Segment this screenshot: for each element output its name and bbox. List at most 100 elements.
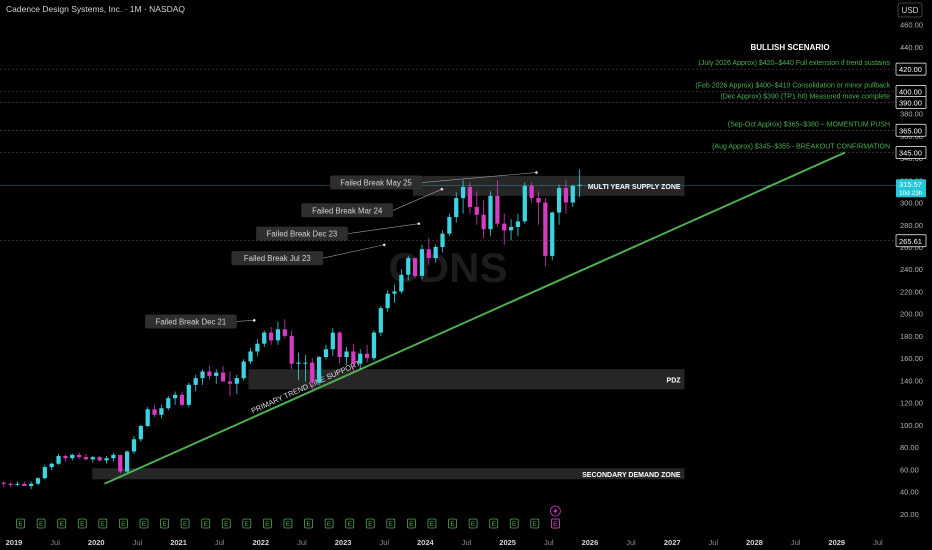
time-tick-label: 2019 <box>6 538 23 547</box>
time-tick-label: Jul <box>791 538 801 547</box>
earnings-marker: E <box>389 521 394 528</box>
candle <box>474 191 479 225</box>
candle <box>214 369 219 384</box>
annotations-layer: BULLISH SCENARIO (July 2026 Approx) $420–… <box>695 43 890 151</box>
candle <box>536 191 541 225</box>
failed-break-connector <box>347 223 419 234</box>
candle <box>371 330 377 361</box>
currency-label: USD <box>902 6 919 15</box>
candle <box>275 321 281 345</box>
candle <box>104 455 109 464</box>
failed-break-label: Failed Break Jul 23 <box>244 254 311 263</box>
candle-body <box>399 274 404 292</box>
candle <box>426 238 431 265</box>
candle <box>193 374 198 392</box>
earnings-marker-box <box>180 518 190 529</box>
price-tick-label: 440.00 <box>900 43 923 52</box>
earnings-marker-box <box>160 518 169 529</box>
candle <box>227 371 233 396</box>
earnings-marker: E <box>80 521 85 528</box>
earnings-marker: E <box>306 521 311 528</box>
candle <box>529 182 534 203</box>
candle-body <box>556 188 562 213</box>
candle-body <box>344 351 349 358</box>
candle <box>289 330 294 370</box>
candle-body <box>502 223 507 231</box>
time-tick-label: 2026 <box>582 538 599 547</box>
candle-body <box>262 332 267 344</box>
candle <box>76 452 82 460</box>
failed-break-point <box>440 187 444 191</box>
earnings-marker: E <box>39 521 44 528</box>
candle-body <box>508 226 514 231</box>
price-tick-label: 240.00 <box>900 265 923 274</box>
earnings-marker: E <box>286 521 291 528</box>
candle-body <box>385 293 390 309</box>
candle-body <box>296 362 301 364</box>
candle-body <box>337 332 342 358</box>
candle <box>234 374 239 394</box>
candle-body <box>104 458 109 461</box>
candle-body <box>172 394 178 399</box>
candle-body <box>536 198 541 203</box>
candle-body <box>56 455 61 464</box>
earnings-marker-box <box>263 518 272 529</box>
candle-body <box>255 343 260 352</box>
time-tick-label: 2020 <box>88 538 105 547</box>
earnings-marker-box <box>304 518 313 529</box>
earnings-marker: E <box>245 521 250 528</box>
candle <box>8 482 13 488</box>
candle-body <box>515 221 521 227</box>
price-axis[interactable]: 20.00 40.00 60.00 80.00 100.00 120.00 140.00 16… <box>895 0 932 550</box>
candle-body <box>577 184 582 186</box>
candle <box>186 382 191 408</box>
candle <box>220 365 226 382</box>
level-label-box <box>895 96 927 109</box>
candle <box>296 352 301 381</box>
candle-body <box>310 362 315 383</box>
earnings-marker-box <box>427 518 437 529</box>
earnings-marker-box <box>77 518 87 529</box>
candle <box>556 184 562 225</box>
level-label-box <box>895 62 927 76</box>
earnings-marker: E <box>142 521 147 528</box>
candle <box>207 365 212 380</box>
candle-body <box>268 332 274 341</box>
candle <box>481 200 486 239</box>
candle <box>563 180 569 214</box>
time-tick-label: 2027 <box>664 538 681 547</box>
price-tick-label: 100.00 <box>900 421 923 430</box>
failed-break-point <box>417 222 421 225</box>
candle-body <box>454 198 459 217</box>
candle <box>508 219 514 241</box>
candle-body <box>29 483 34 486</box>
candle-body <box>323 349 329 358</box>
time-axis[interactable]: 2019 Jul 2020 Jul 2021 Jul 2022 Jul 2023 Jul 2024 J… <box>6 538 883 547</box>
candle <box>310 358 315 390</box>
candle <box>1 481 6 488</box>
upcoming-earnings-box <box>550 518 560 529</box>
time-tick-label: Jul <box>709 538 719 547</box>
time-tick-label: Jul <box>873 538 883 547</box>
zone-label: PDZ <box>667 377 682 384</box>
zone-label: SECONDARY DEMAND ZONE <box>582 472 681 479</box>
candle-body <box>351 351 356 364</box>
candle-body <box>70 454 75 459</box>
candle-body <box>241 361 246 379</box>
zone-label: MULTI YEAR SUPPLY ZONE <box>588 184 681 191</box>
failed-break-point <box>252 319 256 322</box>
earnings-marker: E <box>450 521 455 528</box>
candle-body <box>440 233 445 247</box>
earnings-marker-box <box>406 518 416 529</box>
candle <box>97 455 102 462</box>
price-tick-label: 160.00 <box>900 354 923 363</box>
candle <box>406 255 411 281</box>
candle-body <box>97 457 102 461</box>
candle-body <box>83 457 89 460</box>
candle-body <box>474 206 479 215</box>
candle-body <box>419 249 425 276</box>
currency-button[interactable]: USD <box>897 2 923 18</box>
earnings-marker: E <box>183 521 188 528</box>
candle-body <box>138 425 143 440</box>
